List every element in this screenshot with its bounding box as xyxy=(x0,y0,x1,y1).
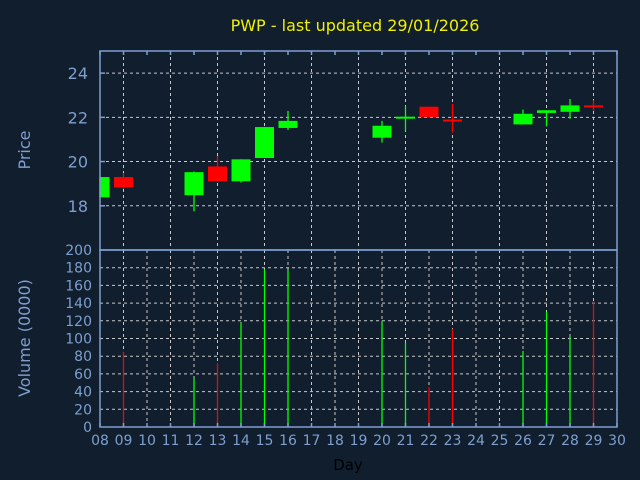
x-tick-label: 15 xyxy=(256,433,274,449)
volume-tick-label: 100 xyxy=(65,332,92,348)
volume-tick-label: 160 xyxy=(65,278,92,294)
candle-body xyxy=(537,110,556,113)
x-tick-label: 19 xyxy=(350,433,368,449)
candle-body xyxy=(114,177,133,188)
x-tick-label: 16 xyxy=(279,433,297,449)
x-tick-label: 11 xyxy=(162,433,180,449)
price-tick-label: 22 xyxy=(68,108,88,127)
volume-tick-label: 40 xyxy=(74,385,92,401)
x-tick-label: 29 xyxy=(585,433,603,449)
volume-tick-label: 180 xyxy=(65,261,92,277)
volume-tick-label: 140 xyxy=(65,296,92,312)
candle-body xyxy=(278,120,298,128)
price-tick-label: 20 xyxy=(68,153,88,172)
candle-body xyxy=(584,105,603,108)
grid-lines xyxy=(100,51,617,427)
candle-body xyxy=(560,105,580,112)
x-tick-label: 12 xyxy=(185,433,203,449)
candle-body xyxy=(255,127,274,159)
candle-body xyxy=(443,119,462,122)
candle-body xyxy=(396,116,415,119)
x-tick-label: 24 xyxy=(467,433,485,449)
candle-body xyxy=(419,106,439,118)
y-axis-label: Price xyxy=(15,130,34,169)
chart-marks xyxy=(99,98,603,427)
price-tick-label: 24 xyxy=(68,64,88,83)
volume-tick-label: 20 xyxy=(74,402,92,418)
x-tick-label: 27 xyxy=(538,433,556,449)
x-tick-label: 23 xyxy=(444,433,462,449)
x-tick-label: 08 xyxy=(91,433,109,449)
volume-tick-label: 120 xyxy=(65,314,92,330)
x-tick-label: 13 xyxy=(209,433,227,449)
candle-body xyxy=(208,166,227,182)
volume-axis-label: Volume (0000) xyxy=(15,279,34,397)
x-tick-label: 10 xyxy=(138,433,156,449)
volume-tick-label: 200 xyxy=(65,243,92,259)
candle-body xyxy=(231,159,251,182)
price-tick-label: 18 xyxy=(68,197,88,216)
candle-body xyxy=(100,177,110,198)
x-tick-label: 30 xyxy=(608,433,626,449)
candle-body xyxy=(513,113,533,125)
volume-tick-label: 60 xyxy=(74,367,92,383)
x-tick-label: 25 xyxy=(491,433,509,449)
x-tick-label: 17 xyxy=(303,433,321,449)
x-tick-label: 22 xyxy=(420,433,438,449)
chart-title: PWP - last updated 29/01/2026 xyxy=(231,16,480,35)
x-axis-label: Day xyxy=(333,456,363,474)
x-tick-label: 18 xyxy=(326,433,344,449)
x-tick-label: 26 xyxy=(514,433,532,449)
volume-tick-label: 0 xyxy=(83,420,92,436)
x-tick-label: 21 xyxy=(397,433,415,449)
x-tick-label: 14 xyxy=(232,433,250,449)
candle-body xyxy=(184,172,204,196)
volume-tick-label: 80 xyxy=(74,349,92,365)
x-tick-label: 09 xyxy=(115,433,133,449)
candle-body xyxy=(372,125,392,138)
x-tick-label: 20 xyxy=(373,433,391,449)
x-tick-label: 28 xyxy=(561,433,579,449)
